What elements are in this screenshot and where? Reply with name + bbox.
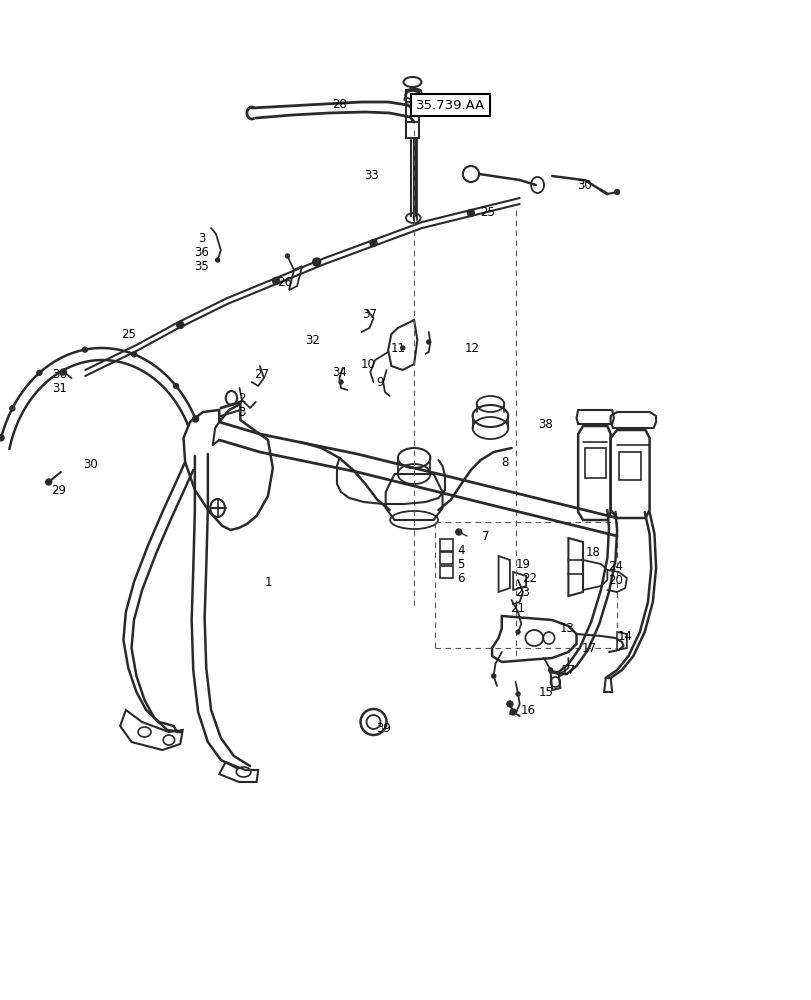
Circle shape [370, 239, 376, 246]
Circle shape [455, 529, 461, 535]
Text: 39: 39 [375, 721, 390, 734]
Circle shape [37, 370, 42, 375]
Circle shape [467, 210, 474, 217]
Circle shape [10, 406, 15, 411]
Text: 8: 8 [500, 456, 508, 468]
Text: 30: 30 [84, 458, 98, 471]
Text: 4: 4 [457, 544, 465, 556]
Text: 32: 32 [305, 334, 320, 347]
Circle shape [312, 258, 320, 266]
Text: 17: 17 [560, 664, 575, 676]
Circle shape [491, 674, 495, 678]
Text: 18: 18 [585, 546, 599, 558]
Text: 38: 38 [538, 418, 552, 430]
Text: 36: 36 [53, 367, 67, 380]
Circle shape [548, 668, 551, 672]
Text: 6: 6 [457, 572, 465, 584]
Circle shape [506, 701, 513, 707]
Circle shape [272, 277, 279, 284]
Text: 24: 24 [607, 560, 622, 572]
Text: 17: 17 [581, 642, 596, 654]
Circle shape [216, 258, 219, 262]
Circle shape [0, 435, 4, 441]
Text: 14: 14 [617, 630, 632, 642]
Text: 15: 15 [538, 686, 552, 698]
Circle shape [401, 346, 404, 350]
Circle shape [177, 322, 183, 328]
Text: 35.739.AA: 35.739.AA [415, 99, 485, 112]
Circle shape [339, 380, 342, 384]
Text: 27: 27 [254, 367, 268, 380]
Text: 26: 26 [277, 275, 291, 288]
Text: 16: 16 [520, 704, 534, 716]
Text: 1: 1 [264, 576, 272, 588]
Circle shape [131, 352, 136, 357]
Text: 21: 21 [510, 601, 525, 614]
Text: 20: 20 [607, 574, 622, 586]
Text: 10: 10 [360, 359, 375, 371]
Text: 35: 35 [194, 259, 208, 272]
Circle shape [192, 416, 199, 422]
Circle shape [558, 672, 561, 676]
Circle shape [83, 347, 88, 352]
Text: 11: 11 [390, 342, 405, 355]
Text: 3: 3 [197, 232, 205, 244]
Text: 36: 36 [194, 245, 208, 258]
Text: 12: 12 [465, 342, 479, 355]
Text: 34: 34 [332, 366, 346, 379]
Text: 2: 2 [238, 391, 246, 404]
Circle shape [60, 369, 67, 375]
Text: 33: 33 [364, 169, 379, 182]
Circle shape [174, 384, 178, 389]
Text: 13: 13 [559, 621, 573, 634]
Text: 9: 9 [375, 376, 384, 389]
Text: 28: 28 [332, 98, 346, 111]
Text: 31: 31 [53, 381, 67, 394]
Circle shape [614, 190, 619, 195]
Circle shape [427, 340, 430, 344]
Text: 30: 30 [577, 179, 591, 192]
Text: 29: 29 [51, 484, 66, 496]
Text: 19: 19 [515, 558, 530, 570]
Text: 25: 25 [121, 328, 135, 342]
Text: 23: 23 [515, 585, 530, 598]
Text: 5: 5 [457, 558, 465, 570]
Text: 37: 37 [362, 308, 376, 320]
Circle shape [285, 254, 289, 258]
Circle shape [516, 692, 519, 696]
Text: 3: 3 [238, 406, 246, 418]
Circle shape [509, 709, 516, 715]
Circle shape [45, 479, 52, 485]
Text: 7: 7 [481, 530, 489, 542]
Circle shape [516, 630, 519, 634]
Text: 22: 22 [521, 572, 536, 584]
Text: 25: 25 [479, 206, 494, 219]
